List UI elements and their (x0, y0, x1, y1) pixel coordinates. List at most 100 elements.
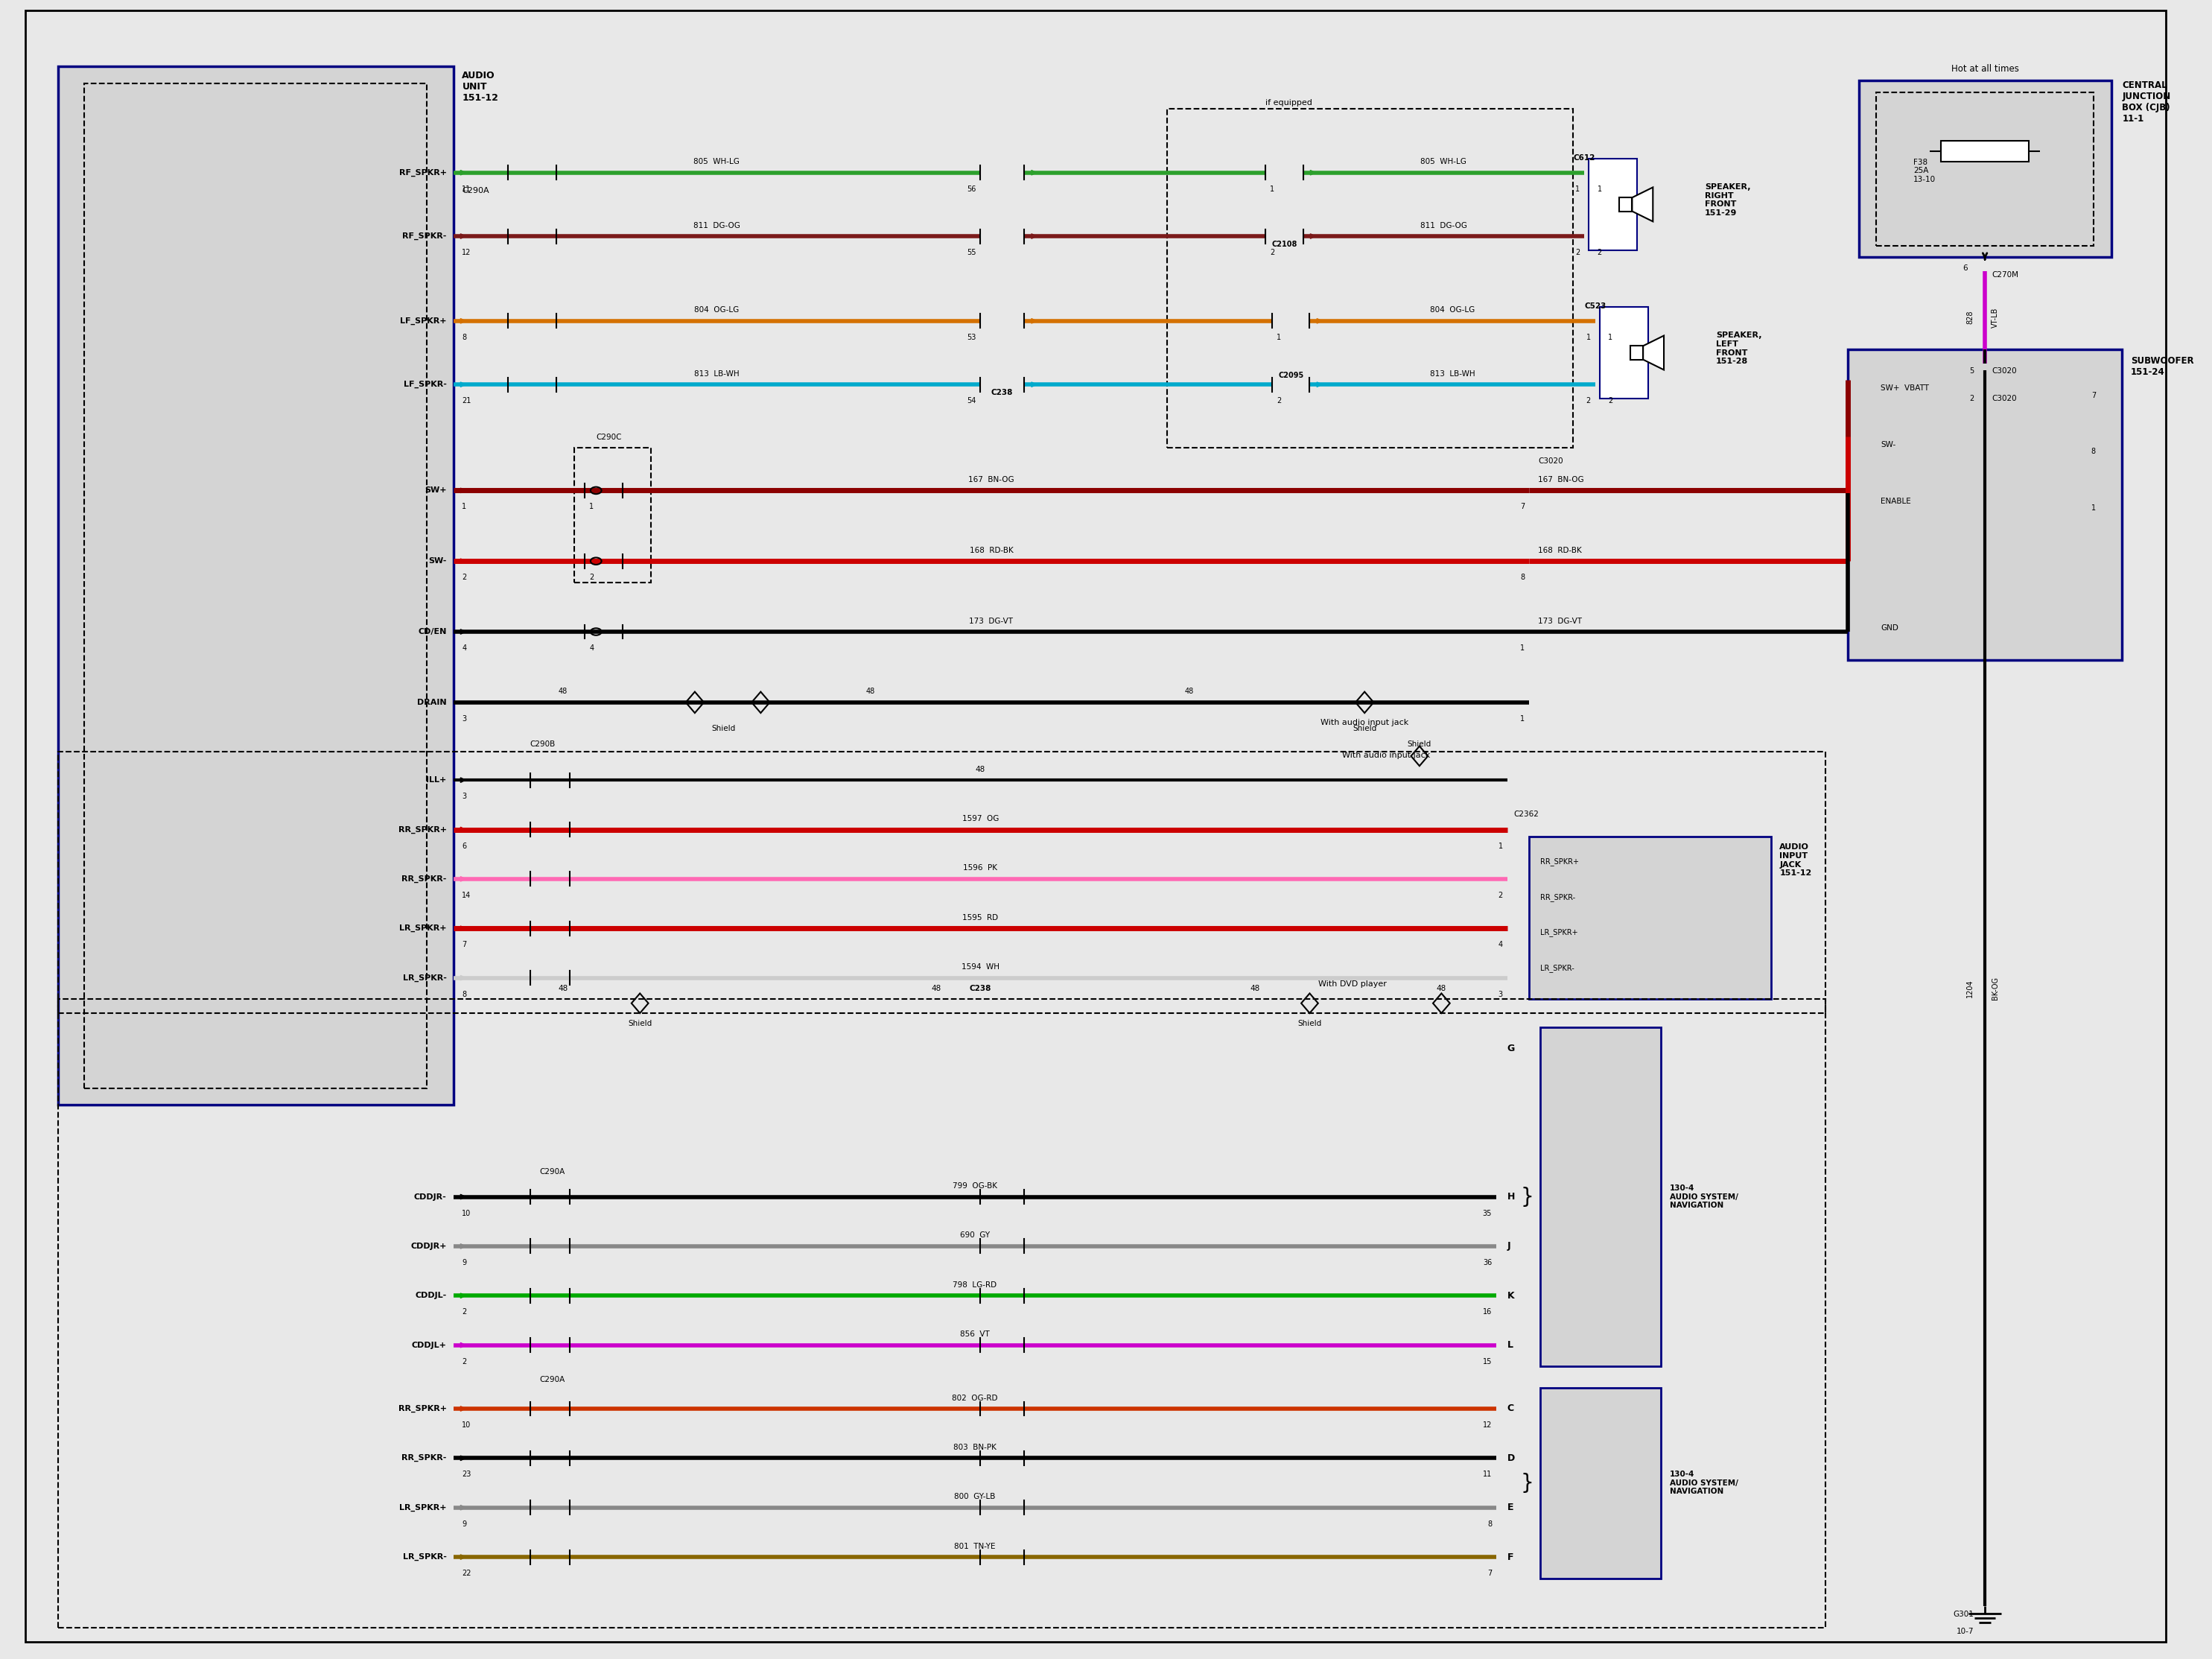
Text: 801  TN-YE: 801 TN-YE (953, 1543, 995, 1550)
Text: 12: 12 (462, 249, 471, 257)
Text: SPEAKER,
RIGHT
FRONT
151-29: SPEAKER, RIGHT FRONT 151-29 (1705, 184, 1750, 217)
Text: C2095: C2095 (1279, 372, 1303, 378)
Text: 35: 35 (1482, 1209, 1491, 1218)
Text: 4: 4 (588, 644, 595, 652)
Text: }: } (1520, 1473, 1533, 1493)
Text: CENTRAL
JUNCTION
BOX (CJB)
11-1: CENTRAL JUNCTION BOX (CJB) 11-1 (2121, 81, 2170, 124)
Text: RR_SPKR-: RR_SPKR- (403, 1455, 447, 1462)
Text: 55: 55 (967, 249, 975, 257)
Text: 8: 8 (1486, 1520, 1491, 1528)
Text: C3020: C3020 (1991, 368, 2017, 375)
Text: 828: 828 (1966, 310, 1973, 324)
Text: 2: 2 (1969, 395, 1973, 403)
Text: 3: 3 (462, 715, 467, 723)
Text: C270M: C270M (1991, 272, 2017, 279)
Text: 1: 1 (1586, 333, 1590, 342)
Text: 811  DG-OG: 811 DG-OG (1420, 222, 1467, 229)
FancyBboxPatch shape (1847, 348, 2121, 660)
Polygon shape (1644, 335, 1663, 370)
Text: SUBWOOFER
151-24: SUBWOOFER 151-24 (2130, 357, 2194, 377)
Text: SW+: SW+ (425, 486, 447, 494)
Text: 9: 9 (462, 1520, 467, 1528)
FancyBboxPatch shape (1940, 141, 2028, 163)
Text: 16: 16 (1482, 1309, 1491, 1316)
Text: AUDIO
INPUT
JACK
151-12: AUDIO INPUT JACK 151-12 (1781, 844, 1812, 878)
Text: 56: 56 (967, 186, 975, 192)
Text: C290A: C290A (540, 1375, 564, 1384)
Text: 5: 5 (1969, 368, 1973, 375)
Text: 1: 1 (2090, 504, 2095, 513)
Text: 12: 12 (1482, 1422, 1491, 1428)
Text: SW-: SW- (1880, 441, 1896, 448)
Text: E: E (1506, 1503, 1513, 1513)
Text: With audio input jack: With audio input jack (1343, 752, 1431, 760)
Text: 168  RD-BK: 168 RD-BK (969, 546, 1013, 554)
Text: 14: 14 (462, 891, 471, 899)
Text: Hot at all times: Hot at all times (1951, 65, 2020, 73)
Text: Shield: Shield (628, 1020, 653, 1027)
Text: Shield: Shield (1407, 740, 1431, 748)
Text: 11: 11 (1482, 1472, 1491, 1478)
Text: SW+  VBATT: SW+ VBATT (1880, 385, 1929, 392)
Text: LR_SPKR-: LR_SPKR- (403, 1553, 447, 1561)
Text: 130-4
AUDIO SYSTEM/
NAVIGATION: 130-4 AUDIO SYSTEM/ NAVIGATION (1670, 1185, 1739, 1209)
FancyBboxPatch shape (58, 66, 453, 1105)
Text: With DVD player: With DVD player (1318, 980, 1387, 987)
Text: 48: 48 (975, 765, 984, 773)
Text: 48: 48 (557, 984, 568, 992)
Bar (84, 83, 427, 1088)
Text: G: G (1506, 1044, 1515, 1053)
Text: 167  BN-OG: 167 BN-OG (969, 476, 1015, 483)
Text: 10: 10 (462, 1422, 471, 1428)
Text: CDDJL+: CDDJL+ (411, 1342, 447, 1349)
FancyBboxPatch shape (1858, 81, 2110, 257)
FancyBboxPatch shape (1528, 836, 1772, 999)
Text: 690  GY: 690 GY (960, 1231, 989, 1239)
Polygon shape (1619, 197, 1632, 211)
Text: C: C (1506, 1404, 1513, 1413)
Bar (1876, 93, 2093, 246)
Bar (58, 752, 1825, 1014)
Text: CDDJR+: CDDJR+ (411, 1243, 447, 1249)
Text: RR_SPKR-: RR_SPKR- (403, 874, 447, 883)
Text: 7: 7 (2090, 392, 2095, 400)
Text: RF_SPKR+: RF_SPKR+ (398, 169, 447, 176)
Text: 799  OG-BK: 799 OG-BK (953, 1183, 998, 1190)
Text: 2: 2 (588, 574, 595, 581)
Text: RR_SPKR+: RR_SPKR+ (398, 826, 447, 833)
FancyBboxPatch shape (1540, 1387, 1661, 1578)
Text: 7: 7 (1486, 1569, 1491, 1578)
Text: AUDIO
UNIT
151-12: AUDIO UNIT 151-12 (462, 71, 498, 103)
Text: RR_SPKR-: RR_SPKR- (1540, 893, 1575, 901)
Text: 48: 48 (1250, 984, 1259, 992)
Text: LR_SPKR+: LR_SPKR+ (400, 1503, 447, 1511)
Text: 804  OG-LG: 804 OG-LG (695, 307, 739, 314)
Text: 7: 7 (462, 941, 467, 949)
Text: 48: 48 (931, 984, 942, 992)
Bar (58, 999, 1825, 1627)
Text: 2: 2 (1575, 249, 1579, 257)
Text: 21: 21 (462, 397, 471, 405)
Text: 805  WH-LG: 805 WH-LG (1420, 158, 1467, 166)
Text: ENABLE: ENABLE (1880, 498, 1911, 504)
Text: 1: 1 (1597, 186, 1601, 192)
Text: 1: 1 (1520, 715, 1524, 723)
Text: 4: 4 (462, 644, 467, 652)
Bar (575, 448, 650, 582)
Text: 48: 48 (557, 688, 568, 695)
Text: K: K (1506, 1291, 1515, 1301)
Text: 48: 48 (1436, 984, 1447, 992)
Text: 8: 8 (462, 990, 467, 999)
Text: 8: 8 (2090, 448, 2095, 456)
Text: 811  DG-OG: 811 DG-OG (692, 222, 741, 229)
Text: ILL+: ILL+ (427, 776, 447, 783)
Text: L: L (1506, 1340, 1513, 1350)
Text: 10: 10 (462, 1209, 471, 1218)
Text: }: } (1520, 1186, 1533, 1208)
Text: D: D (1506, 1453, 1515, 1463)
Text: 2: 2 (1276, 397, 1281, 405)
Text: 856  VT: 856 VT (960, 1331, 989, 1339)
Text: 798  LG-RD: 798 LG-RD (953, 1281, 998, 1289)
Text: LR_SPKR-: LR_SPKR- (1540, 964, 1575, 972)
FancyBboxPatch shape (1588, 159, 1637, 251)
